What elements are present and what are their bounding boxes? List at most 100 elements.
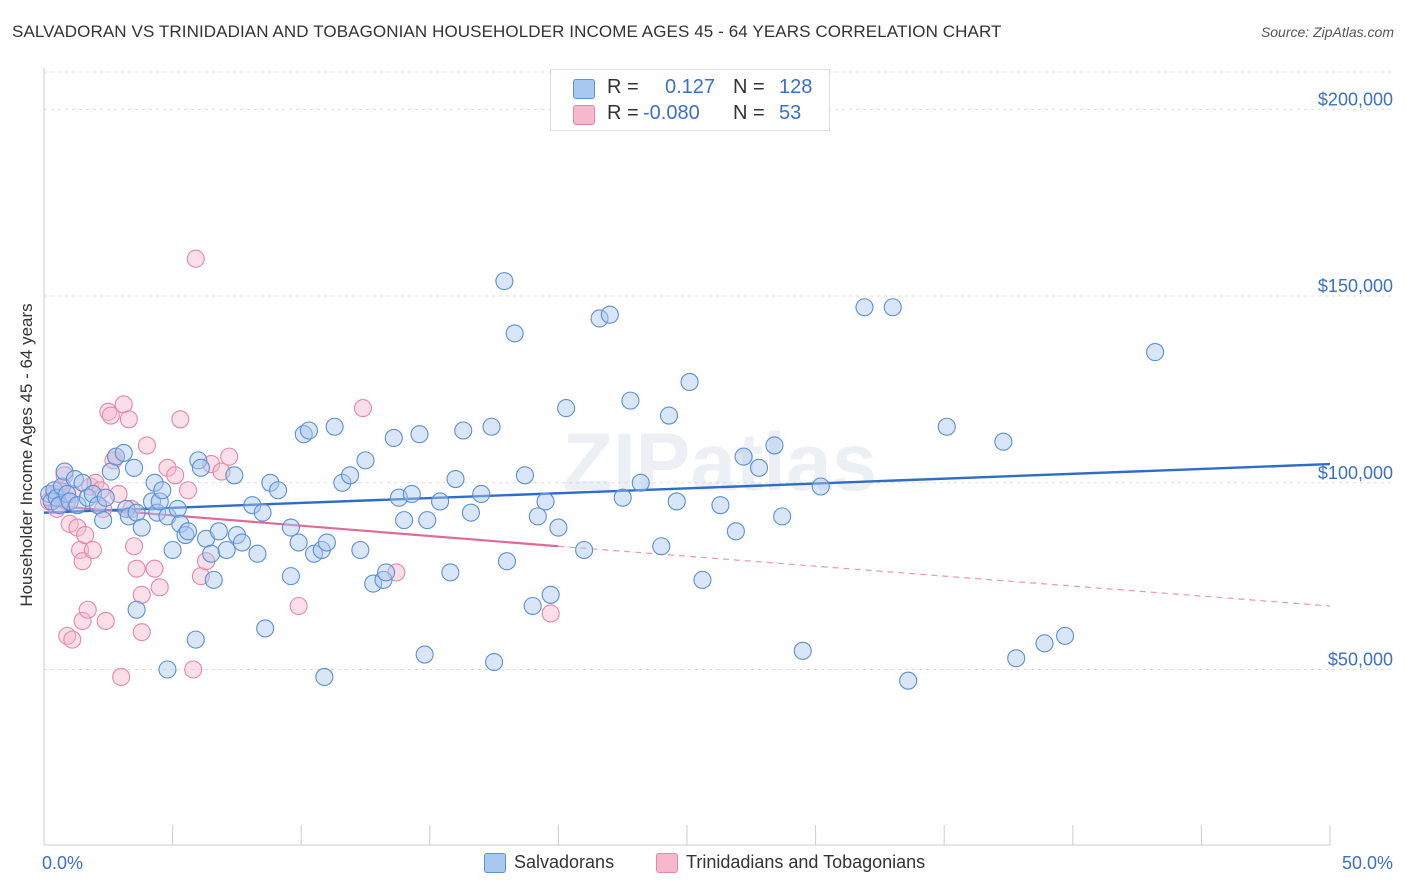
point-trinidadians xyxy=(124,537,144,556)
legend-r-label: R = xyxy=(607,102,639,124)
legend-r-value: -0.080 xyxy=(643,102,700,124)
point-salvadorans xyxy=(377,563,396,582)
x-tick-label-right: 50.0% xyxy=(1342,853,1393,873)
point-salvadorans xyxy=(811,477,830,496)
y-tick-label: $100,000 xyxy=(1318,463,1393,483)
point-salvadorans xyxy=(55,462,74,481)
point-salvadorans xyxy=(505,324,524,343)
point-salvadorans xyxy=(153,481,172,500)
point-salvadorans xyxy=(1056,626,1075,645)
legend-label: Trinidadians and Tobagonians xyxy=(686,852,926,872)
point-salvadorans xyxy=(281,567,300,586)
point-salvadorans xyxy=(351,540,370,560)
point-salvadorans xyxy=(142,492,162,511)
point-salvadorans xyxy=(711,496,730,515)
point-salvadorans xyxy=(384,428,403,448)
point-salvadorans xyxy=(148,503,167,522)
point-trinidadians xyxy=(353,399,372,418)
point-salvadorans xyxy=(333,473,352,492)
point-salvadorans xyxy=(186,630,205,649)
tick-labels: $50,000 $100,000 $150,000 $200,000 0.0% 50.0% xyxy=(42,89,1393,873)
legend-n-label: N = xyxy=(733,76,765,98)
point-trinidadians xyxy=(220,447,239,466)
point-salvadorans xyxy=(631,473,650,492)
point-salvadorans xyxy=(415,645,434,664)
point-salvadorans xyxy=(1146,343,1165,362)
y-tick-label: $150,000 xyxy=(1318,276,1393,296)
point-salvadorans xyxy=(96,488,115,507)
point-salvadorans xyxy=(315,667,334,687)
point-salvadorans xyxy=(163,540,182,560)
point-salvadorans xyxy=(191,458,210,477)
point-salvadorans xyxy=(482,417,501,436)
point-trinidadians xyxy=(73,611,92,630)
legend-swatch-pink xyxy=(656,853,678,873)
point-salvadorans xyxy=(178,522,198,541)
legend-n-label: N = xyxy=(733,102,765,124)
watermark: ZIPatlas xyxy=(563,417,877,508)
point-salvadorans xyxy=(497,552,517,571)
legend-swatch-pink xyxy=(573,105,595,125)
point-salvadorans xyxy=(317,533,336,552)
point-salvadorans xyxy=(495,272,514,291)
point-trinidadians xyxy=(289,596,308,616)
point-salvadorans xyxy=(132,518,151,537)
point-salvadorans xyxy=(117,499,136,518)
point-trinidadians xyxy=(150,578,169,597)
point-salvadorans xyxy=(431,492,450,511)
point-trinidadians xyxy=(186,249,205,268)
legend-r-value: 0.127 xyxy=(665,76,716,98)
point-salvadorans xyxy=(515,466,535,485)
point-trinidadians xyxy=(96,611,115,630)
x-tick-label-left: 0.0% xyxy=(42,853,83,873)
point-salvadorans xyxy=(734,447,753,466)
point-salvadorans xyxy=(410,425,429,444)
point-trinidadians xyxy=(73,552,92,571)
point-salvadorans xyxy=(883,298,902,317)
point-salvadorans xyxy=(204,570,223,589)
legend-n-value: 128 xyxy=(779,76,813,98)
point-salvadorans xyxy=(613,488,632,507)
point-trinidadians xyxy=(127,559,146,578)
point-salvadorans xyxy=(461,503,481,522)
source-label: Source: ZipAtlas.com xyxy=(1260,24,1394,40)
trend-line-salvadorans xyxy=(43,462,1331,514)
point-trinidadians xyxy=(83,540,102,560)
point-salvadorans xyxy=(202,544,221,563)
point-salvadorans xyxy=(659,406,679,425)
point-salvadorans xyxy=(446,469,465,489)
point-salvadorans xyxy=(124,458,144,477)
point-salvadorans xyxy=(395,511,414,530)
point-trinidadians xyxy=(171,410,190,429)
point-salvadorans xyxy=(127,600,146,619)
point-salvadorans xyxy=(253,503,272,522)
y-tick-label: $50,000 xyxy=(1328,649,1393,669)
correlation-legend: R = 0.127 N = 128 R = -0.080 N = 53 xyxy=(550,69,830,131)
point-trinidadians xyxy=(137,436,156,455)
point-salvadorans xyxy=(261,473,280,492)
point-salvadorans xyxy=(189,451,208,470)
point-salvadorans xyxy=(402,484,421,504)
series-legend: Salvadorans Trinidadians and Tobagonians xyxy=(0,850,1406,878)
legend-swatch-blue xyxy=(484,853,506,873)
point-trinidadians xyxy=(76,526,95,545)
point-salvadorans xyxy=(68,496,87,515)
point-salvadorans xyxy=(269,481,288,500)
point-salvadorans xyxy=(94,511,113,530)
point-trinidadians xyxy=(145,559,164,578)
point-salvadorans xyxy=(726,522,745,541)
point-trinidadians xyxy=(132,623,151,642)
point-salvadorans xyxy=(150,492,169,511)
point-salvadorans xyxy=(667,492,686,511)
point-trinidadians xyxy=(166,466,185,485)
point-salvadorans xyxy=(243,496,262,515)
legend-swatch-blue xyxy=(573,79,595,99)
point-salvadorans xyxy=(528,507,547,526)
point-salvadorans xyxy=(171,514,190,533)
point-salvadorans xyxy=(225,466,244,485)
point-salvadorans xyxy=(281,518,300,537)
point-salvadorans xyxy=(209,522,228,541)
point-salvadorans xyxy=(621,391,640,410)
point-salvadorans xyxy=(575,540,594,560)
y-tick-label: $200,000 xyxy=(1318,89,1393,109)
